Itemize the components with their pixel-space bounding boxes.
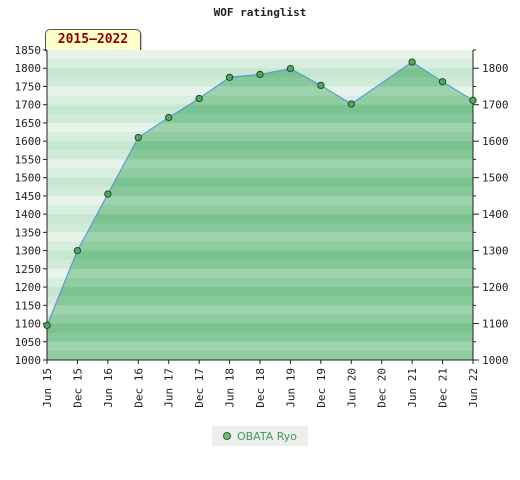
data-point <box>347 100 355 108</box>
area-band <box>47 268 473 279</box>
area-band <box>47 113 473 124</box>
y-tick-label-left: 1300 <box>15 245 42 258</box>
background-band <box>47 59 473 69</box>
legend-label: OBATA Ryo <box>236 429 298 443</box>
chart-title: WOF ratinglist <box>213 6 307 19</box>
y-tick-label-left: 1400 <box>15 208 42 221</box>
y-tick-label-right: 1000 <box>482 354 509 367</box>
data-point <box>165 113 173 122</box>
x-tick-label: Dec 15 <box>71 368 84 408</box>
y-tick-label-left: 1200 <box>15 281 42 294</box>
area-band <box>47 241 473 252</box>
y-tick-label-right: 1600 <box>482 135 509 148</box>
area-band <box>47 323 473 334</box>
x-tick-label: Jun 19 <box>284 368 297 408</box>
x-tick-label: Dec 18 <box>254 368 267 408</box>
x-tick-label: Dec 20 <box>376 368 389 408</box>
y-tick-label-right: 1300 <box>482 245 509 258</box>
legend[interactable]: OBATA Ryo <box>212 426 308 446</box>
data-point <box>438 78 447 86</box>
area-band <box>47 86 473 97</box>
area-band <box>47 177 473 188</box>
data-point <box>43 321 51 330</box>
legend-marker-icon <box>222 432 231 440</box>
data-point <box>73 246 82 255</box>
area-band <box>47 305 473 315</box>
data-point <box>408 58 416 66</box>
y-tick-label-left: 1500 <box>15 172 42 185</box>
y-tick-label-right: 1500 <box>482 172 509 185</box>
y-tick-label-left: 1750 <box>15 80 42 93</box>
y-tick-label-left: 1600 <box>15 135 42 148</box>
x-tick-label: Dec 16 <box>132 368 145 408</box>
x-tick-label: Dec 19 <box>315 368 328 408</box>
y-tick-label-right: 1100 <box>482 318 509 331</box>
x-tick-label: Jun 15 <box>41 368 54 408</box>
y-tick-label-left: 1800 <box>15 62 42 75</box>
area-band <box>47 223 473 233</box>
x-tick-label: Jun 21 <box>406 368 419 408</box>
area-band <box>47 95 473 106</box>
area-band <box>47 186 473 197</box>
data-point <box>134 133 142 142</box>
x-tick-label: Dec 21 <box>437 368 450 408</box>
data-point <box>225 73 234 82</box>
x-tick-label: Jun 17 <box>163 368 176 408</box>
y-tick-label-left: 1100 <box>15 318 42 331</box>
area-band <box>47 205 473 215</box>
y-tick-label-left: 1450 <box>15 190 42 203</box>
area-band <box>47 296 473 306</box>
area-band <box>47 250 473 261</box>
y-tick-label-right: 1400 <box>482 208 509 221</box>
y-tick-label-left: 1250 <box>15 263 42 276</box>
area-band <box>47 141 473 151</box>
area-band <box>47 314 473 325</box>
y-tick-label-left: 1350 <box>15 226 42 239</box>
data-point <box>469 96 477 104</box>
area-band <box>47 168 473 179</box>
area-band <box>47 132 473 142</box>
area-band <box>47 259 473 270</box>
y-tick-label-left: 1650 <box>15 117 42 130</box>
y-tick-label-left: 1050 <box>15 336 42 349</box>
data-point <box>104 190 112 198</box>
y-tick-label-right: 1200 <box>482 281 509 294</box>
area-band <box>47 341 473 352</box>
y-tick-label-left: 1000 <box>15 354 42 367</box>
x-tick-label: Dec 17 <box>193 368 206 408</box>
area-band <box>47 122 473 133</box>
y-tick-label-left: 1150 <box>15 299 42 312</box>
y-tick-label-left: 1850 <box>15 44 42 57</box>
y-tick-label-left: 1700 <box>15 99 42 112</box>
area-band <box>47 214 473 224</box>
area-band <box>47 277 473 288</box>
area-band <box>47 159 473 170</box>
data-point <box>195 94 203 103</box>
area-band <box>47 232 473 242</box>
area-band <box>47 195 473 206</box>
area-band <box>47 350 473 361</box>
area-band <box>47 287 473 297</box>
y-tick-label-left: 1550 <box>15 153 42 166</box>
x-tick-label: Jun 22 <box>467 368 480 408</box>
x-tick-label: Jun 16 <box>102 368 115 408</box>
y-tick-label-right: 1700 <box>482 99 509 112</box>
data-point <box>286 64 295 73</box>
x-tick-label: Jun 18 <box>224 368 237 408</box>
series-line <box>46 61 474 326</box>
data-point <box>256 70 264 79</box>
data-point <box>317 81 325 90</box>
area-band <box>47 77 473 87</box>
background-band <box>47 50 473 60</box>
y-tick-label-right: 1800 <box>482 62 509 75</box>
x-tick-label: Jun 20 <box>345 368 358 408</box>
area-band <box>47 104 473 115</box>
area-band <box>47 150 473 160</box>
area-band <box>47 332 473 343</box>
